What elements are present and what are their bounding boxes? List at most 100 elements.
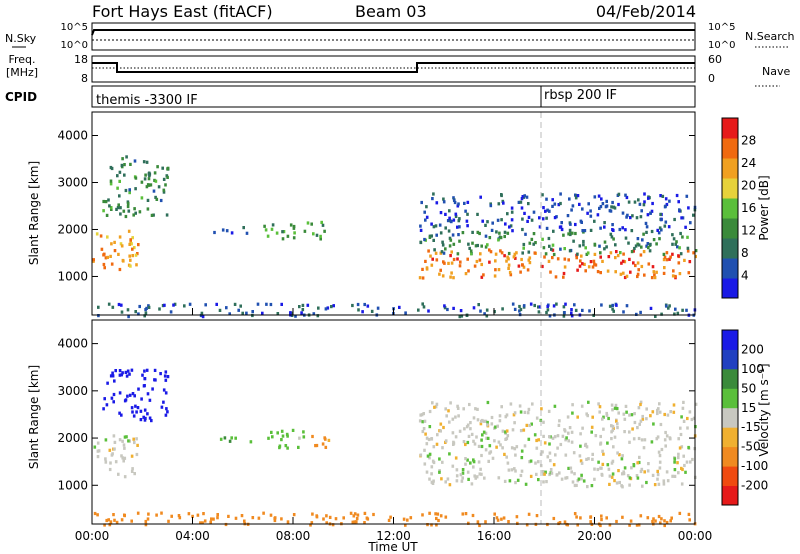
data-cell — [600, 197, 603, 201]
data-cell — [464, 457, 467, 461]
colorbar-swatch — [722, 427, 738, 448]
data-cell — [424, 259, 427, 263]
data-cell — [634, 263, 637, 268]
data-cell — [319, 234, 322, 238]
data-cell — [611, 472, 615, 476]
data-cell — [353, 512, 357, 516]
data-cell — [541, 450, 544, 454]
data-cell — [330, 305, 333, 309]
data-cell — [673, 474, 677, 478]
data-cell — [432, 460, 436, 465]
data-cell — [580, 404, 584, 408]
data-cell — [563, 428, 566, 432]
x-tick-label: 04:00 — [175, 529, 210, 543]
data-cell — [112, 434, 116, 438]
data-cell — [637, 198, 640, 202]
data-cell — [112, 400, 115, 404]
data-cell — [630, 229, 634, 233]
data-cell — [430, 437, 434, 441]
data-cell — [477, 444, 481, 448]
data-cell — [506, 255, 509, 259]
data-cell — [107, 198, 110, 202]
data-cell — [511, 428, 515, 432]
data-cell — [199, 521, 202, 525]
data-cell — [131, 392, 135, 396]
data-cell — [447, 261, 450, 265]
data-cell — [466, 458, 469, 462]
data-cell — [649, 211, 652, 215]
data-cell — [315, 233, 319, 237]
data-cell — [154, 195, 157, 199]
data-cell — [599, 226, 602, 230]
data-cell — [430, 222, 433, 226]
data-cell — [144, 173, 147, 177]
data-cell — [437, 518, 440, 523]
data-cell — [579, 516, 582, 520]
data-cell — [162, 190, 166, 194]
data-cell — [563, 311, 566, 315]
data-cell — [433, 248, 436, 252]
data-cell — [646, 213, 650, 217]
data-cell — [132, 437, 135, 441]
data-cell — [435, 442, 439, 446]
data-cell — [166, 375, 170, 379]
data-cell — [104, 200, 108, 204]
data-cell — [631, 214, 634, 218]
data-cell — [102, 209, 105, 213]
x-axis-label: Time UT — [367, 540, 418, 554]
data-cell — [542, 434, 545, 438]
data-cell — [499, 443, 502, 447]
data-cell — [585, 445, 589, 449]
data-cell — [281, 237, 285, 241]
data-cell — [580, 477, 583, 481]
data-cell — [571, 411, 574, 415]
data-cell — [599, 205, 603, 209]
data-cell — [599, 523, 602, 528]
data-cell — [500, 193, 503, 197]
data-cell — [484, 223, 487, 227]
data-cell — [421, 429, 425, 434]
data-cell — [656, 469, 659, 473]
data-cell — [447, 229, 451, 233]
data-cell — [519, 473, 523, 478]
data-cell — [300, 311, 303, 315]
data-cell — [570, 208, 573, 212]
y-tick-label: 3000 — [57, 384, 88, 398]
data-cell — [621, 226, 624, 230]
data-cell — [694, 402, 698, 406]
data-cell — [132, 213, 135, 217]
data-cell — [432, 225, 436, 229]
data-cell — [233, 302, 237, 306]
data-cell — [680, 445, 684, 449]
data-cell — [508, 225, 511, 229]
data-cell — [686, 246, 690, 250]
x-tick-label: 00:00 — [75, 529, 110, 543]
data-cell — [438, 223, 442, 227]
data-cell — [520, 197, 524, 201]
data-cell — [476, 520, 480, 524]
data-cell — [651, 473, 655, 477]
data-cell — [612, 445, 615, 449]
colorbar-tick-label: -100 — [741, 459, 768, 473]
data-cell — [486, 420, 489, 425]
data-cell — [567, 466, 570, 470]
data-cell — [118, 373, 122, 377]
data-cell — [575, 194, 578, 198]
data-cell — [432, 445, 436, 449]
data-cell — [527, 258, 531, 262]
data-cell — [647, 246, 650, 250]
data-cell — [108, 523, 112, 527]
data-cell — [586, 211, 589, 215]
beam-title: Beam 03 — [355, 2, 427, 21]
data-cell — [136, 406, 140, 410]
data-cell — [499, 236, 503, 240]
data-cell — [598, 410, 601, 414]
data-cell — [510, 468, 514, 472]
data-cell — [673, 217, 676, 222]
data-cell — [130, 406, 134, 410]
data-cell — [650, 276, 654, 280]
data-cell — [615, 250, 618, 254]
data-cell — [537, 460, 540, 464]
data-cell — [102, 407, 105, 411]
data-cell — [622, 472, 626, 476]
